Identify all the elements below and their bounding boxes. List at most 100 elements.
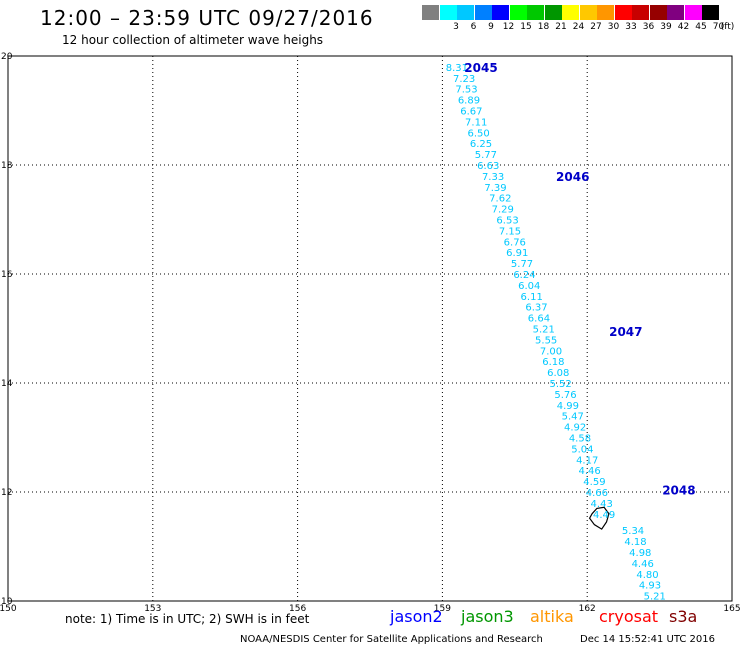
latitude-tick-label: 20 xyxy=(1,52,13,62)
legend-swatch xyxy=(649,5,667,20)
legend-label: 3 xyxy=(453,22,459,32)
swh-value: 7.23 xyxy=(453,74,475,85)
island-outline xyxy=(588,506,610,530)
swh-value: 4.18 xyxy=(624,537,646,548)
swh-value: 4.92 xyxy=(564,423,586,434)
swh-value: 6.50 xyxy=(467,128,489,139)
satellite-name-altika: altika xyxy=(530,607,574,626)
legend-label: 39 xyxy=(660,22,672,32)
legend-swatch xyxy=(439,5,457,20)
legend-swatch xyxy=(597,5,614,20)
legend-swatch xyxy=(544,5,562,20)
swh-value: 7.29 xyxy=(492,205,514,216)
legend-swatch xyxy=(474,5,492,20)
color-legend: 3 6 9 12 15 18 21 24 27 30 33 36 39 42 45 70 (ft) xyxy=(422,5,734,39)
satellite-name-jason3: jason3 xyxy=(461,607,514,626)
swh-value: 5.76 xyxy=(554,390,576,401)
longitude-tick-label: 159 xyxy=(434,604,451,614)
swh-value: 5.21 xyxy=(644,592,666,603)
legend-label: 24 xyxy=(572,22,585,32)
longitude-tick-label: 153 xyxy=(144,604,161,614)
map-title: 12:00 – 23:59 UTC 09/27/2016 xyxy=(40,6,374,30)
pass-time-label: 2047 xyxy=(609,325,642,339)
swh-value: 4.59 xyxy=(583,477,605,488)
swh-value: 4.80 xyxy=(636,570,658,581)
swh-value: 6.89 xyxy=(458,96,480,107)
swh-value: 6.24 xyxy=(513,270,535,281)
swh-value: 7.39 xyxy=(484,183,506,194)
legend-label: 9 xyxy=(488,22,494,32)
swh-value: 5.55 xyxy=(535,335,557,346)
latitude-tick-label: 18 xyxy=(1,161,13,171)
legend-swatch xyxy=(457,5,474,20)
legend-label: 36 xyxy=(642,22,655,32)
legend-label: 30 xyxy=(607,22,620,32)
swh-value: 8.31 xyxy=(446,63,468,74)
swh-value: 7.00 xyxy=(540,346,562,357)
legend-swatch xyxy=(579,5,597,20)
legend-unit: (ft) xyxy=(720,22,735,32)
swh-value: 4.46 xyxy=(632,559,654,570)
longitude-tick-label: 165 xyxy=(723,604,740,614)
legend-label: 45 xyxy=(695,22,707,32)
swh-value: 6.63 xyxy=(477,161,499,172)
legend-label: 15 xyxy=(520,22,532,32)
longitude-tick-label: 150 xyxy=(0,604,17,614)
swh-value: 6.11 xyxy=(521,292,543,303)
swh-value: 4.93 xyxy=(639,581,661,592)
legend-swatch xyxy=(632,5,649,20)
swh-value: 5.04 xyxy=(571,444,593,455)
swh-value: 5.34 xyxy=(622,526,644,537)
swh-value: 4.66 xyxy=(586,488,608,499)
swh-value: 4.49 xyxy=(593,510,615,521)
legend-label: 6 xyxy=(470,22,477,32)
legend-swatch xyxy=(509,5,527,20)
swh-value: 6.37 xyxy=(525,303,547,314)
swh-value: 6.04 xyxy=(518,281,540,292)
swh-value: 5.77 xyxy=(475,150,497,161)
swh-value: 6.67 xyxy=(460,107,482,118)
swh-value: 4.46 xyxy=(578,466,600,477)
longitude-tick-label: 156 xyxy=(289,604,306,614)
credit-line: NOAA/NESDIS Center for Satellite Applica… xyxy=(240,634,543,645)
generated-timestamp: Dec 14 15:52:41 UTC 2016 xyxy=(580,634,715,645)
satellite-name-cryosat: cryosat xyxy=(599,607,659,626)
swh-value: 6.25 xyxy=(470,139,492,150)
legend-swatch xyxy=(562,5,579,20)
legend-swatch xyxy=(702,5,719,20)
pass-time-label: 2046 xyxy=(556,170,589,184)
legend-swatch xyxy=(614,5,632,20)
swh-value: 6.76 xyxy=(504,237,526,248)
satellite-name-jason2: jason2 xyxy=(390,607,443,626)
legend-label: 21 xyxy=(555,22,567,32)
legend-swatch xyxy=(422,5,439,20)
swh-value: 5.52 xyxy=(550,379,572,390)
legend-label: 42 xyxy=(677,22,690,32)
pass-time-label: 2045 xyxy=(464,61,497,75)
map-subtitle: 12 hour collection of altimeter wave hei… xyxy=(62,33,324,47)
swh-value: 4.99 xyxy=(557,401,579,412)
longitude-tick-label: 162 xyxy=(579,604,596,614)
swh-value: 5.47 xyxy=(562,412,584,423)
swh-value: 6.18 xyxy=(542,357,564,368)
swh-value: 6.08 xyxy=(547,368,569,379)
legend-label: 18 xyxy=(537,22,550,32)
legend-label: 33 xyxy=(625,22,637,32)
swh-value: 5.77 xyxy=(511,259,533,270)
satellite-name-s3a: s3a xyxy=(669,607,698,626)
latitude-tick-label: 10 xyxy=(1,597,13,607)
legend-label: 12 xyxy=(502,22,515,32)
legend-label: 27 xyxy=(590,22,602,32)
latitude-tick-label: 12 xyxy=(1,488,12,498)
map-frame xyxy=(7,55,733,602)
swh-value: 7.11 xyxy=(465,117,487,128)
swh-value: 6.53 xyxy=(496,216,518,227)
swh-value: 4.43 xyxy=(591,499,613,510)
legend-label: 70 xyxy=(712,22,725,32)
legend-swatch xyxy=(667,5,684,20)
swh-value: 6.91 xyxy=(506,248,528,259)
latitude-tick-label: 14 xyxy=(1,379,13,389)
swh-value: 4.98 xyxy=(629,548,651,559)
legend-swatch xyxy=(492,5,509,20)
